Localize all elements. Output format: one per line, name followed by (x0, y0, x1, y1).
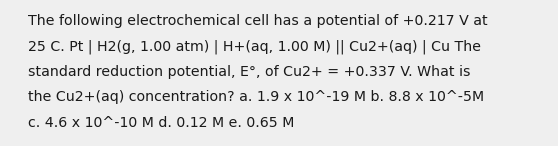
Text: 25 C. Pt | H2(g, 1.00 atm) | H+(aq, 1.00 M) || Cu2+(aq) | Cu The: 25 C. Pt | H2(g, 1.00 atm) | H+(aq, 1.00… (28, 40, 481, 54)
Text: standard reduction potential, E°, of Cu2+ = +0.337 V. What is: standard reduction potential, E°, of Cu2… (28, 65, 470, 79)
Text: c. 4.6 x 10^-10 M d. 0.12 M e. 0.65 M: c. 4.6 x 10^-10 M d. 0.12 M e. 0.65 M (28, 116, 295, 130)
Text: the Cu2+(aq) concentration? a. 1.9 x 10^-19 M b. 8.8 x 10^-5M: the Cu2+(aq) concentration? a. 1.9 x 10^… (28, 91, 484, 105)
Text: The following electrochemical cell has a potential of +0.217 V at: The following electrochemical cell has a… (28, 14, 488, 28)
